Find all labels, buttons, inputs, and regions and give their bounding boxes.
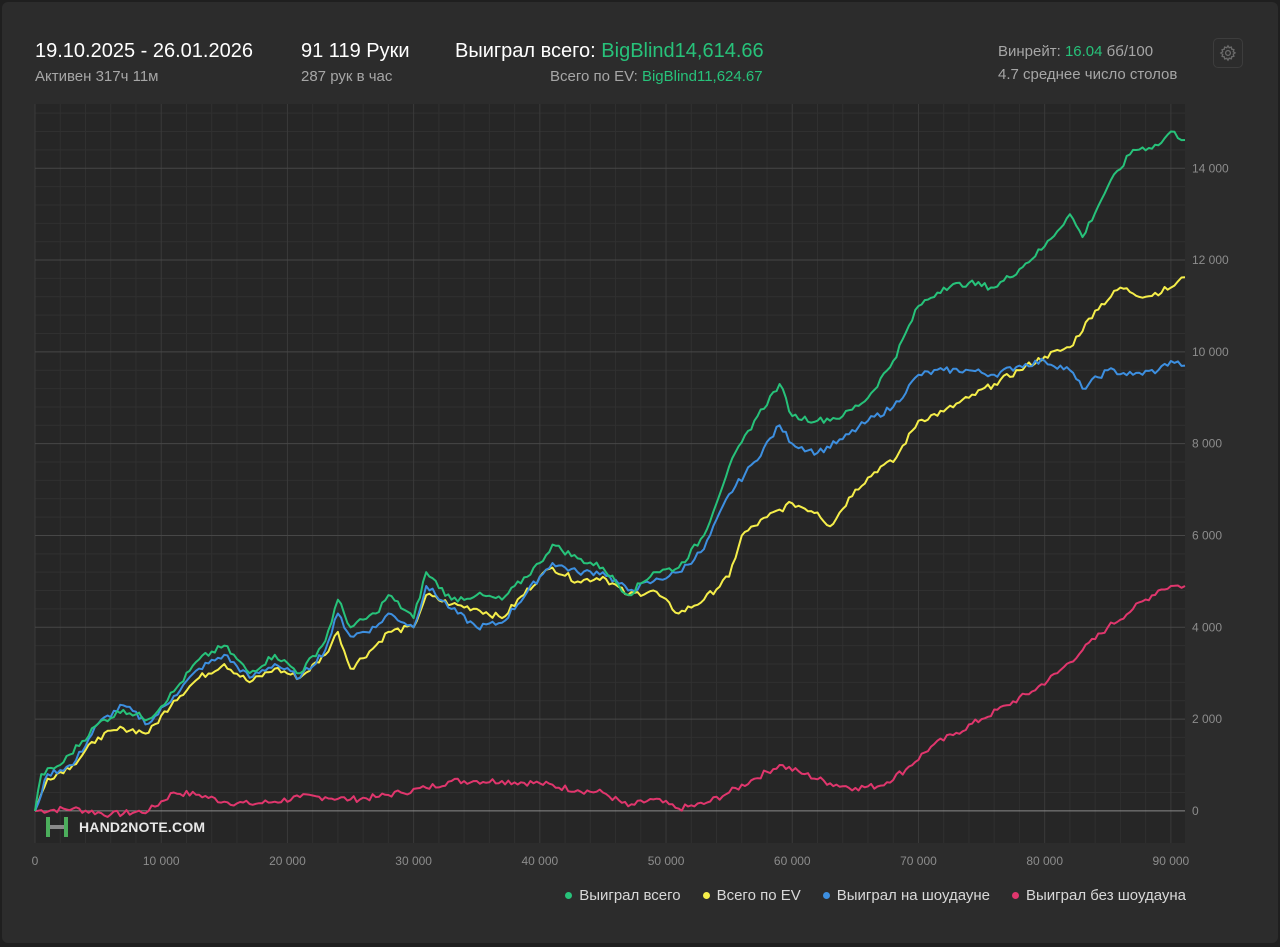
x-tick-label: 90 000 (1153, 854, 1190, 868)
x-tick-label: 30 000 (395, 854, 432, 868)
legend-item-non-showdown[interactable]: Выиграл без шоудауна (1012, 887, 1186, 904)
x-tick-label: 20 000 (269, 854, 306, 868)
legend-label-won-total: Выиграл всего (579, 887, 681, 904)
won-total: Выиграл всего: BigBlind14,614.66 (455, 40, 764, 63)
legend-label-non-showdown: Выиграл без шоудауна (1026, 887, 1186, 904)
legend-dot-ev (702, 892, 710, 899)
legend-item-ev[interactable]: Всего по EV (702, 887, 801, 904)
winrate: Винрейт: 16.04 бб/100 (998, 43, 1153, 60)
plot-area (35, 104, 1185, 843)
winrate-value: 16.04 (1064, 43, 1103, 60)
ev-value: BigBlind11,624.67 (641, 68, 763, 85)
y-tick-label: 10 000 (1192, 345, 1229, 359)
settings-button[interactable] (1213, 38, 1243, 68)
logo-text: HAND2NOTE.COM (79, 819, 206, 835)
legend-label-ev: Всего по EV (716, 887, 801, 904)
active-time: Активен 317ч 11м (35, 68, 159, 85)
y-tick-label: 0 (1192, 804, 1199, 818)
won-total-value: BigBlind14,614.66 (601, 40, 764, 62)
chart-legend: Выиграл всего Всего по EV Выиграл на шоу… (565, 887, 1186, 904)
winrate-label: Винрейт: (998, 43, 1061, 60)
x-tick-label: 10 000 (143, 854, 180, 868)
date-range: 19.10.2025 - 26.01.2026 (35, 40, 253, 62)
legend-dot-won-total (565, 892, 573, 899)
series-line-3 (34, 584, 1186, 818)
y-tick-label: 8 000 (1192, 437, 1222, 451)
legend-item-won-total[interactable]: Выиграл всего (565, 887, 681, 904)
y-tick-label: 2 000 (1192, 712, 1222, 726)
y-tick-label: 4 000 (1192, 620, 1222, 634)
gear-icon (1219, 44, 1237, 62)
legend-label-showdown: Выиграл на шоудауне (836, 887, 991, 904)
legend-dot-non-showdown (1012, 892, 1020, 899)
x-tick-label: 80 000 (1026, 854, 1063, 868)
x-tick-label: 60 000 (774, 854, 811, 868)
series-line-0 (34, 130, 1186, 812)
series-line-1 (34, 276, 1186, 812)
y-tick-label: 6 000 (1192, 528, 1222, 542)
hands-per-hour: 287 рук в час (301, 68, 393, 85)
avg-tables: 4.7 среднее число столов (998, 66, 1178, 83)
x-tick-label: 0 (32, 854, 39, 868)
hands-count: 91 119 Руки (301, 40, 410, 62)
ev-total: Всего по EV: BigBlind11,624.67 (550, 68, 763, 85)
x-tick-label: 50 000 (648, 854, 685, 868)
won-total-label: Выиграл всего: (455, 40, 596, 62)
y-tick-label: 14 000 (1192, 161, 1229, 175)
winrate-unit: бб/100 (1106, 43, 1154, 60)
hand2note-logo-icon (46, 817, 68, 837)
y-tick-label: 12 000 (1192, 253, 1229, 267)
legend-dot-showdown (822, 892, 830, 899)
hand2note-logo: HAND2NOTE.COM (44, 815, 205, 839)
x-tick-label: 40 000 (521, 854, 558, 868)
x-tick-label: 70 000 (900, 854, 937, 868)
legend-item-showdown[interactable]: Выиграл на шоудауне (822, 887, 991, 904)
ev-label: Всего по EV: (550, 68, 638, 85)
